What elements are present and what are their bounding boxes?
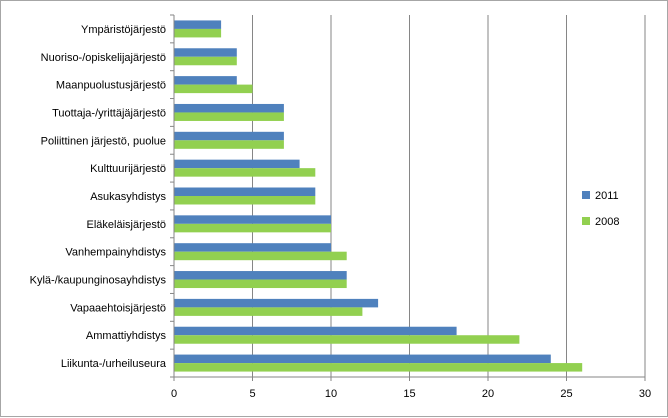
category-label: Vanhempainyhdistys: [65, 247, 166, 259]
gridlines: [252, 15, 646, 377]
category-label: Kylä-/kaupunginosayhdistys: [30, 275, 167, 287]
x-tick-label: 25: [560, 388, 572, 400]
bar-2008: [174, 307, 363, 316]
category-label: Vapaaehtoisjärjestö: [70, 302, 166, 314]
axes: [170, 14, 646, 381]
x-axis-tick-labels: 0 5 10 15 20 25 30: [171, 388, 651, 400]
bar-2011: [174, 243, 331, 252]
legend: 2011 2008: [582, 190, 619, 228]
category-label: Ympäristöjärjestö: [81, 24, 166, 36]
x-tick-label: 0: [171, 388, 177, 400]
y-axis-labels: Ympäristöjärjestö Nuoriso-/opiskelijajärj…: [30, 24, 167, 370]
bar-2011: [174, 354, 551, 364]
category-label: Kulttuurijärjestö: [90, 163, 166, 175]
bar-2008: [174, 363, 583, 372]
bar-2011: [174, 215, 331, 224]
legend-swatch-2011: [582, 191, 590, 199]
bar-2011: [174, 48, 237, 57]
x-tick-label: 5: [249, 388, 255, 400]
bar-2011: [174, 131, 284, 141]
legend-label: 2011: [595, 190, 619, 202]
category-label: Tuottaja-/yrittäjäjärjestö: [52, 107, 166, 119]
category-label: Ammattiyhdistys: [86, 330, 167, 342]
bar-2008: [174, 335, 520, 344]
bar-2008: [174, 112, 284, 121]
bar-2011: [174, 187, 316, 196]
x-tick-label: 15: [403, 388, 415, 400]
bar-2008: [174, 140, 284, 149]
bar-2008: [174, 28, 222, 38]
x-tick-label: 10: [325, 388, 337, 400]
bar-2008: [174, 196, 316, 205]
bar-2008: [174, 56, 237, 66]
bar-2011: [174, 298, 379, 308]
bar-2008: [174, 84, 253, 94]
bar-2008: [174, 168, 316, 177]
bars: [174, 20, 583, 372]
category-label: Maanpuolustusjärjestö: [56, 80, 166, 92]
bar-2008: [174, 279, 347, 289]
bar-2008: [174, 251, 347, 261]
x-tick-label: 20: [482, 388, 494, 400]
legend-label: 2008: [595, 216, 619, 228]
bar-2011: [174, 103, 284, 113]
category-label: Liikunta-/urheiluseura: [61, 358, 167, 370]
bar-2011: [174, 159, 300, 169]
bar-2011: [174, 271, 347, 280]
category-label: Nuoriso-/opiskelijajärjestö: [41, 52, 166, 64]
legend-swatch-2008: [582, 217, 590, 225]
bar-2011: [174, 76, 237, 85]
category-label: Eläkeläisjärjestö: [87, 219, 166, 231]
bar-2008: [174, 223, 331, 233]
bar-2011: [174, 20, 222, 29]
category-label: Asukasyhdistys: [90, 191, 166, 203]
bar-2011: [174, 326, 457, 336]
x-tick-label: 30: [639, 388, 651, 400]
category-label: Poliittinen järjestö, puolue: [41, 135, 166, 147]
